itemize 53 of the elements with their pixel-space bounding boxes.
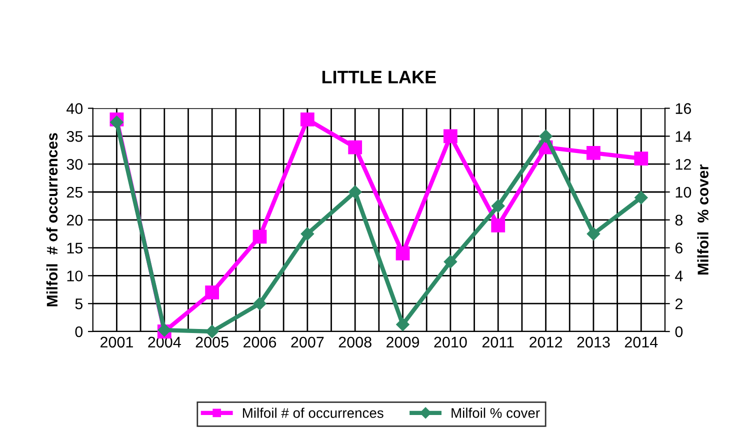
y2-tick-label: 4 [675,270,683,282]
point [586,146,600,160]
y2-tick-label: 14 [676,131,692,142]
x-tick-label: 2007 [291,336,324,348]
y-tick-label: 10 [67,270,83,282]
y-tick-label: 20 [66,214,83,226]
point [396,318,410,332]
y2-tick-label: 0 [675,326,683,338]
y2-tick-label: 10 [676,186,692,198]
point [539,130,552,143]
chart-title: LITTLE LAKE [322,70,436,84]
y2-axis-title: Milfoil % cover [697,164,708,274]
x-tick-label: 2009 [386,336,420,348]
y2-tick-label: 6 [675,242,683,254]
point [396,246,410,260]
point [348,140,362,154]
y-tick-label: 15 [67,242,83,254]
x-tick-label: 2012 [530,336,562,348]
x-tick-label: 2011 [482,336,514,348]
point [586,227,600,240]
y-tick-label: 35 [66,131,83,142]
x-tick-label: 2014 [624,336,658,348]
point [300,112,314,126]
y-axis-title: Milfoil # of occurrences [46,133,58,306]
point [110,116,124,129]
y-tick-label: 0 [75,326,83,338]
point [348,185,362,199]
point [444,255,458,268]
point [252,230,267,244]
legend-label: Milfoil # of occurrences [242,408,384,418]
y2-tick-label: 16 [676,103,692,114]
point [444,129,458,144]
point [634,152,648,166]
x-tick-label: 2008 [338,336,372,348]
y-tick-label: 40 [66,103,83,114]
x-tick-label: 2013 [577,336,610,348]
x-tick-label: 2005 [196,336,228,348]
y2-tick-label: 12 [676,158,691,170]
point [205,285,220,300]
x-tick-label: 2006 [244,336,276,348]
y2-tick-label: 2 [675,298,682,310]
x-tick-label: 2001 [100,336,133,348]
y-tick-label: 5 [75,298,83,310]
point [253,297,266,310]
y-tick-label: 25 [66,186,83,198]
point [300,227,314,240]
y-tick-label: 30 [66,158,83,170]
x-tick-label: 2010 [434,336,467,348]
point [492,199,505,213]
y2-tick-label: 8 [675,214,683,226]
point [634,190,648,204]
legend-label: Milfoil % cover [452,408,540,418]
point [491,218,506,232]
